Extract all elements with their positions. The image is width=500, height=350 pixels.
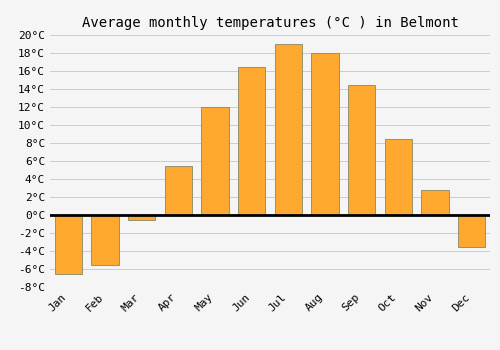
Bar <box>128 215 156 219</box>
Bar <box>54 215 82 273</box>
Bar <box>91 215 119 265</box>
Bar <box>311 53 339 215</box>
Bar <box>238 66 266 215</box>
Bar <box>274 44 302 215</box>
Bar <box>201 107 229 215</box>
Bar <box>421 190 448 215</box>
Bar <box>348 84 376 215</box>
Bar <box>384 139 412 215</box>
Bar <box>458 215 485 246</box>
Bar <box>164 166 192 215</box>
Title: Average monthly temperatures (°C ) in Belmont: Average monthly temperatures (°C ) in Be… <box>82 16 458 30</box>
